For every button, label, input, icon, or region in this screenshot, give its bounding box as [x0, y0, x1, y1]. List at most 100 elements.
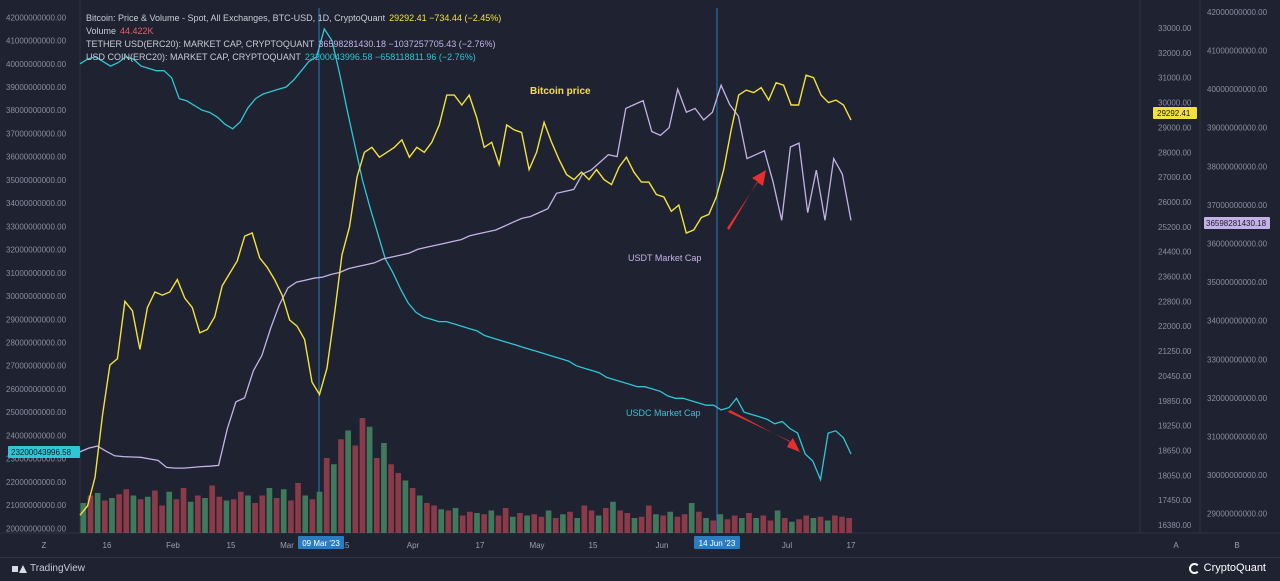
- annotation-usdt-market-cap: USDT Market Cap: [628, 253, 701, 263]
- btc-axis-tick: 28000.00: [1158, 148, 1192, 157]
- volume-bar: [152, 490, 158, 533]
- volume-bar: [223, 500, 230, 533]
- volume-bar: [667, 511, 674, 533]
- legend-usdt-title: TETHER USD(ERC20): MARKET CAP, CRYPTOQUA…: [86, 39, 315, 49]
- volume-bar: [445, 510, 452, 533]
- volume-bar: [638, 516, 645, 533]
- volume-bar: [660, 515, 666, 533]
- volume-bar: [681, 514, 688, 533]
- left-axis-tick: 25000000000.00: [6, 408, 67, 417]
- volume-bar: [753, 518, 759, 533]
- left-axis-tick: 30000000000.00: [6, 292, 67, 301]
- date-badge-mar: [298, 536, 344, 549]
- chart-background: [0, 0, 1280, 557]
- cryptoquant-logo[interactable]: CryptoQuant: [1188, 562, 1266, 574]
- volume-bar: [288, 500, 294, 533]
- left-axis-tick: 36000000000.00: [6, 153, 67, 162]
- left-axis-tick: 23000000000.00: [6, 455, 67, 464]
- volume-bar: [610, 501, 616, 533]
- volume-bar: [688, 503, 695, 533]
- left-usdc-badge-label: 23200043996.58: [11, 448, 72, 457]
- volume-bar: [266, 488, 273, 533]
- volume-bar: [94, 493, 101, 533]
- volume-bar: [567, 511, 573, 533]
- volume-bar: [252, 503, 258, 533]
- volume-bar: [388, 464, 394, 533]
- volume-bar: [230, 499, 237, 533]
- volume-bar: [216, 496, 223, 533]
- btc-axis-tick: 30000.00: [1158, 99, 1192, 108]
- volume-bar: [602, 508, 609, 533]
- volume-bar: [345, 430, 351, 533]
- left-axis-tick: 20000000000.00: [6, 524, 67, 533]
- left-axis-tick: 27000000000.00: [6, 362, 67, 371]
- left-axis-tick: 40000000000.00: [6, 60, 67, 69]
- x-axis-tick: A: [1173, 541, 1179, 550]
- volume-bar: [781, 518, 788, 533]
- volume-bar: [488, 510, 495, 533]
- volume-bar: [653, 514, 659, 533]
- x-axis-tick: Jun: [656, 541, 669, 550]
- btc-axis-tick: 26000.00: [1158, 198, 1192, 207]
- left-axis-tick: 24000000000.00: [6, 431, 67, 440]
- volume-bar: [123, 489, 130, 533]
- volume-bar: [746, 513, 752, 533]
- volume-bar: [424, 503, 430, 533]
- volume-bar: [817, 516, 824, 533]
- volume-bar: [767, 520, 774, 533]
- btc-axis-tick: 22800.00: [1158, 297, 1192, 306]
- volume-bar: [302, 495, 309, 533]
- right-axis-tick: 39000000000.00: [1207, 124, 1268, 133]
- volume-bar: [509, 516, 516, 533]
- volume-bar: [352, 445, 359, 533]
- volume-bar: [517, 513, 523, 533]
- volume-bar: [280, 489, 287, 533]
- volume-bar: [80, 503, 87, 533]
- volume-bar: [839, 516, 845, 533]
- legend-volume-value: 44.422K: [120, 26, 154, 36]
- volume-bar: [832, 515, 838, 533]
- volume-bar: [674, 516, 681, 533]
- volume-bar: [101, 500, 108, 533]
- volume-bar: [760, 515, 767, 533]
- legend-volume[interactable]: Volume 44.422K: [86, 25, 501, 38]
- volume-bar: [796, 519, 802, 533]
- volume-bar: [810, 518, 817, 533]
- left-axis-tick: 22000000000.00: [6, 478, 67, 487]
- x-axis-tick: Jul: [782, 541, 792, 550]
- tradingview-logo[interactable]: TradingView: [12, 563, 85, 574]
- annotation-usdc-market-cap: USDC Market Cap: [626, 408, 701, 418]
- usdc-line: [79, 27, 852, 482]
- usdt-line: [79, 83, 852, 469]
- legend-usdt[interactable]: TETHER USD(ERC20): MARKET CAP, CRYPTOQUA…: [86, 38, 501, 51]
- volume-bar: [581, 505, 588, 533]
- volume-bar: [237, 491, 244, 533]
- right-axis-tick: 35000000000.00: [1207, 278, 1268, 287]
- legend-usdt-value: 36598281430.18 −1037257705.43 (−2.76%): [318, 39, 496, 49]
- volume-bar: [381, 443, 387, 533]
- volume-bar: [295, 483, 301, 533]
- volume-bar: [323, 458, 330, 533]
- volume-bar: [696, 511, 702, 533]
- btc-axis-tick: 17450.00: [1158, 496, 1192, 505]
- left-axis-tick: 42000000000.00: [6, 13, 67, 22]
- legend-btc[interactable]: Bitcoin: Price & Volume - Spot, All Exch…: [86, 12, 501, 25]
- right-axis-tick: 42000000000.00: [1207, 8, 1268, 17]
- volume-bar: [209, 485, 215, 533]
- right-axis-tick: 38000000000.00: [1207, 162, 1268, 171]
- left-axis-tick: 21000000000.00: [6, 501, 67, 510]
- left-axis-tick: 38000000000.00: [6, 106, 67, 115]
- btc-axis-tick: 29000.00: [1158, 123, 1192, 132]
- chart-svg[interactable]: 42000000000.00 41000000000.00 40000000000.…: [0, 0, 1280, 557]
- x-axis-tick: Z: [42, 541, 47, 550]
- btc-axis-tick: 27000.00: [1158, 173, 1192, 182]
- x-axis-tick: Mar: [280, 541, 294, 550]
- volume-bar: [789, 521, 795, 533]
- legend-usdc[interactable]: USD COIN(ERC20): MARKET CAP, CRYPTOQUANT…: [86, 51, 501, 64]
- btc-axis-tick: 21250.00: [1158, 347, 1192, 356]
- volume-bar: [738, 518, 745, 533]
- volume-bar: [724, 519, 731, 533]
- volume-bar: [459, 515, 466, 533]
- volume-bar: [617, 510, 623, 533]
